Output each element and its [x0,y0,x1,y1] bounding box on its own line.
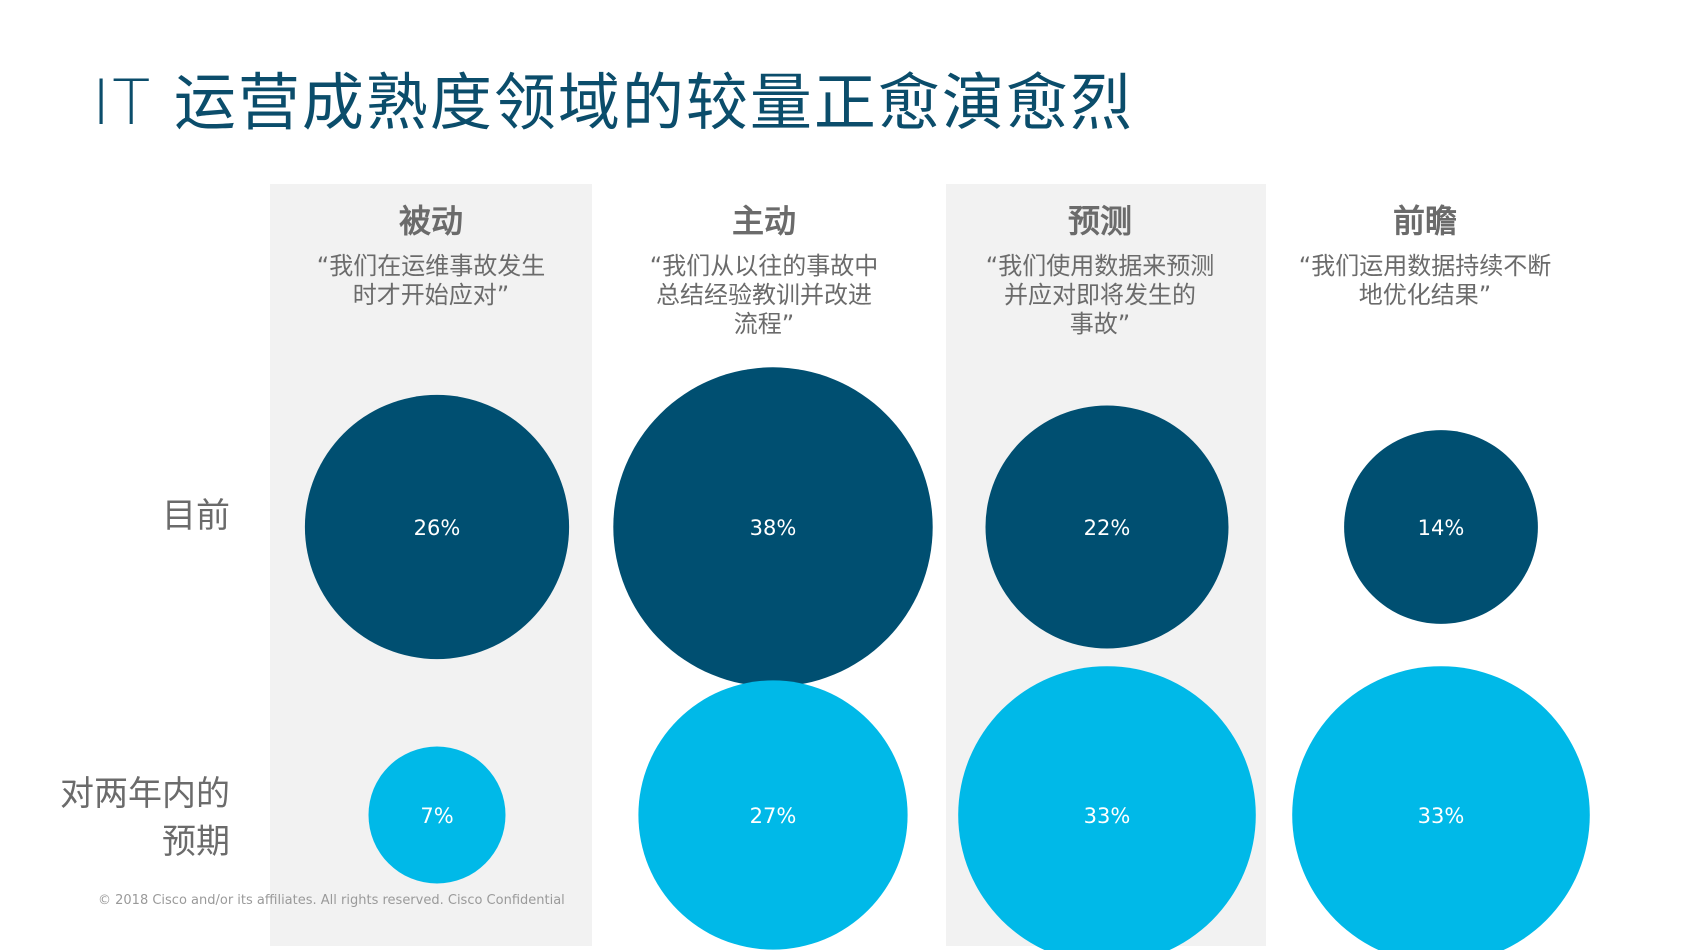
column-quote-proactive: “我们从以往的事故中 总结经验教训并改进 流程” [604,252,924,339]
bubble-current-3 [1344,430,1538,624]
bubble-expected-3 [1292,666,1590,950]
column-quote-prescriptive: “我们运用数据持续不断 地优化结果” [1265,252,1585,310]
quote-line: 流程” [733,310,795,338]
quote-line: 总结经验教训并改进 [656,281,872,309]
quote-line: 地优化结果” [1358,281,1492,309]
quote-line: “我们从以往的事故中 [649,252,879,280]
bubble-expected-1 [638,680,908,950]
bubble-label-current-1: 38% [750,516,797,540]
bubble-label-expected-3: 33% [1418,804,1465,828]
bubble-current-2 [985,405,1229,649]
quote-line: “我们在运维事故发生 [316,252,546,280]
bubble-label-expected-2: 33% [1084,804,1131,828]
bubble-label-expected-0: 7% [420,804,453,828]
quote-line: 事故” [1069,310,1131,338]
row-label-current: 目前 [162,496,230,536]
bubble-label-current-2: 22% [1084,516,1131,540]
quote-line: “我们使用数据来预测 [985,252,1215,280]
column-header-prescriptive: 前瞻 [1392,202,1457,240]
bubble-label-current-0: 26% [414,516,461,540]
column-header-proactive: 主动 [731,202,796,240]
bubble-expected-0 [368,746,506,884]
column-quote-predictive: “我们使用数据来预测 并应对即将发生的 事故” [940,252,1260,339]
bubble-label-expected-1: 27% [750,804,797,828]
quote-line: 并应对即将发生的 [1004,281,1196,309]
quote-line: “我们运用数据持续不断 [1298,252,1552,280]
footer-copyright: © 2018 Cisco and/or its affiliates. All … [98,893,565,908]
row-label-expected: 对两年内的 预期 [60,774,230,862]
column-header-predictive: 预测 [1067,202,1132,240]
quote-line: 时才开始应对” [352,281,510,309]
bubble-current-0 [304,394,570,660]
bubble-current-1 [613,367,933,687]
column-header-reactive: 被动 [398,202,463,240]
page-title: IT 运营成熟度领域的较量正愈演愈烈 [92,66,1134,139]
bubble-label-current-3: 14% [1418,516,1465,540]
bubble-expected-2 [958,666,1256,950]
column-quote-reactive: “我们在运维事故发生 时才开始应对” [271,252,591,310]
